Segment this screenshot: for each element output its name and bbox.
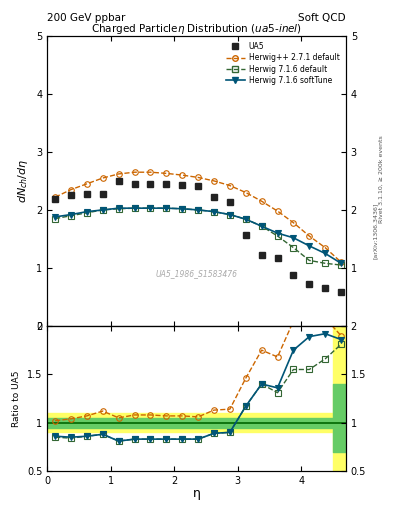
X-axis label: η: η	[193, 487, 200, 500]
Text: [arXiv:1306.3436]: [arXiv:1306.3436]	[373, 202, 378, 259]
Text: Rivet 3.1.10, ≥ 200k events: Rivet 3.1.10, ≥ 200k events	[379, 135, 384, 223]
Text: 200 GeV ppbar: 200 GeV ppbar	[47, 13, 125, 23]
Title: Charged Particle$\eta$ Distribution $\mathit{(ua5\text{-}inel)}$: Charged Particle$\eta$ Distribution $\ma…	[91, 22, 302, 36]
Y-axis label: $dN_{ch}/d\eta$: $dN_{ch}/d\eta$	[17, 159, 31, 203]
Text: UA5_1986_S1583476: UA5_1986_S1583476	[156, 269, 237, 278]
Text: Soft QCD: Soft QCD	[298, 13, 346, 23]
Y-axis label: Ratio to UA5: Ratio to UA5	[12, 370, 21, 427]
Legend: UA5, Herwig++ 2.7.1 default, Herwig 7.1.6 default, Herwig 7.1.6 softTune: UA5, Herwig++ 2.7.1 default, Herwig 7.1.…	[224, 39, 342, 87]
